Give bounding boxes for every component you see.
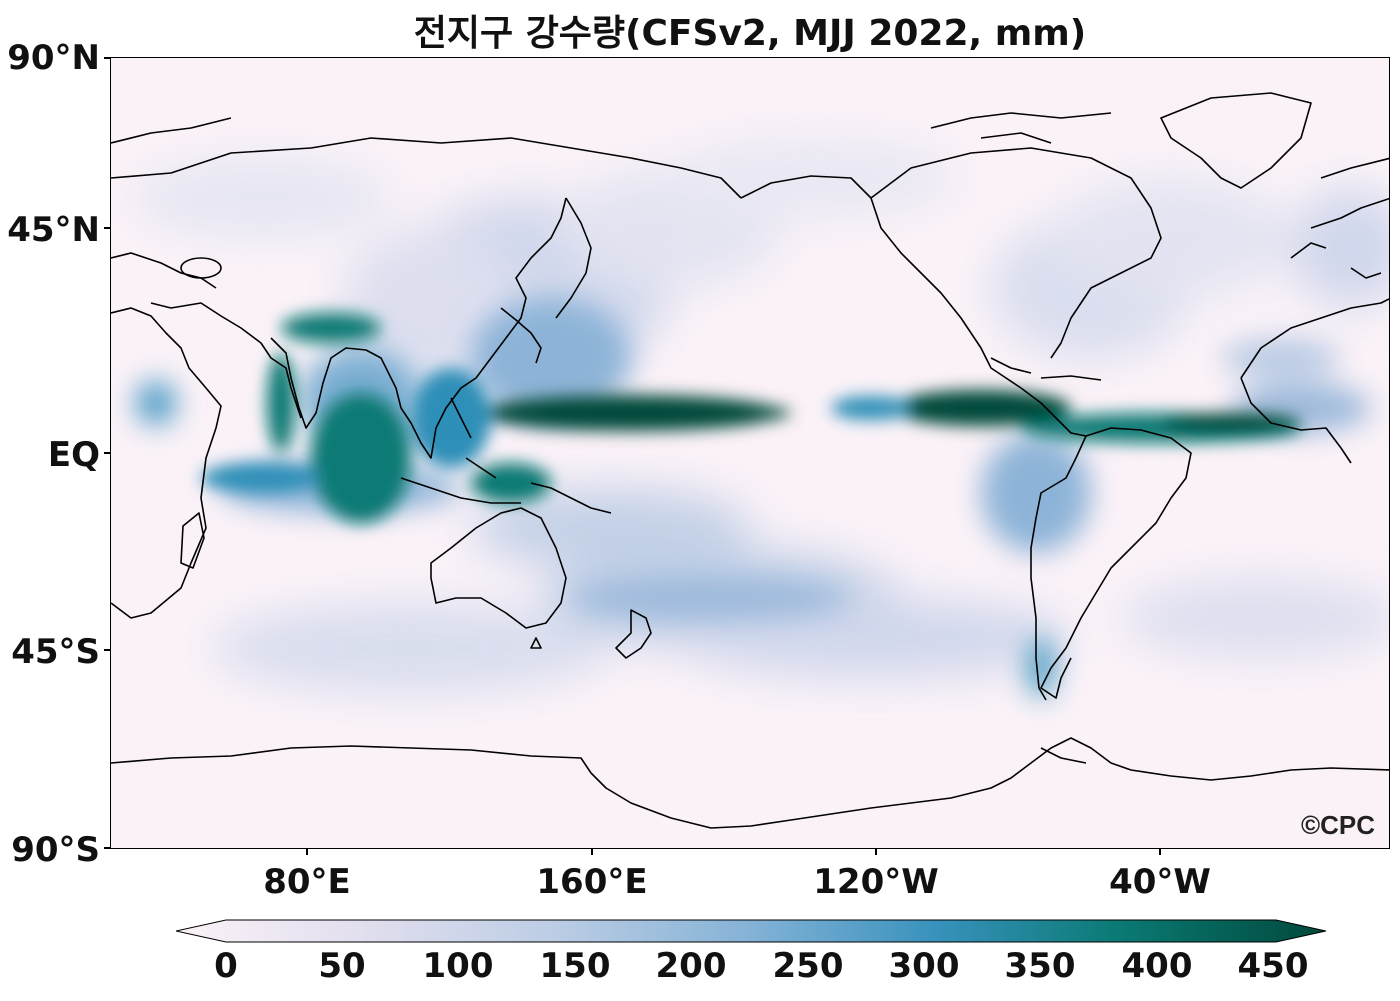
colorbar-label-0: 0 bbox=[214, 946, 238, 986]
colorbar-label-50: 50 bbox=[318, 946, 366, 986]
colorbar-label-250: 250 bbox=[772, 946, 844, 986]
coastlines bbox=[111, 92, 1389, 829]
x-tick bbox=[1159, 849, 1161, 855]
y-tick bbox=[104, 227, 110, 229]
y-label-eq: EQ bbox=[47, 435, 100, 475]
y-tick bbox=[104, 452, 110, 454]
x-label-40w: 40°W bbox=[1109, 862, 1211, 902]
colorbar-label-100: 100 bbox=[422, 946, 494, 986]
y-label-90s: 90°S bbox=[11, 830, 100, 870]
colorbar-label-200: 200 bbox=[655, 946, 727, 986]
colorbar-label-400: 400 bbox=[1121, 946, 1193, 986]
x-tick bbox=[306, 849, 308, 855]
y-label-45s: 45°S bbox=[11, 632, 100, 672]
precipitation-field bbox=[131, 138, 1389, 698]
cpc-logo: ©CPC bbox=[1301, 810, 1375, 840]
y-tick bbox=[104, 847, 110, 849]
colorbar-label-150: 150 bbox=[539, 946, 611, 986]
colorbar-label-350: 350 bbox=[1004, 946, 1076, 986]
x-label-160e: 160°E bbox=[536, 862, 648, 902]
precipitation-map: ©CPC bbox=[110, 57, 1390, 849]
y-tick bbox=[104, 57, 110, 59]
x-label-120w: 120°W bbox=[813, 862, 939, 902]
y-label-90n: 90°N bbox=[7, 38, 100, 78]
map-title: 전지구 강수량(CFSv2, MJJ 2022, mm) bbox=[413, 13, 1087, 54]
colorbar-label-450: 450 bbox=[1237, 946, 1309, 986]
map-canvas: ©CPC bbox=[111, 58, 1389, 848]
y-tick bbox=[104, 649, 110, 651]
y-label-45n: 45°N bbox=[7, 210, 100, 250]
x-label-80e: 80°E bbox=[263, 862, 351, 902]
x-tick bbox=[591, 849, 593, 855]
colorbar bbox=[176, 919, 1326, 943]
x-tick bbox=[875, 849, 877, 855]
colorbar-label-300: 300 bbox=[888, 946, 960, 986]
